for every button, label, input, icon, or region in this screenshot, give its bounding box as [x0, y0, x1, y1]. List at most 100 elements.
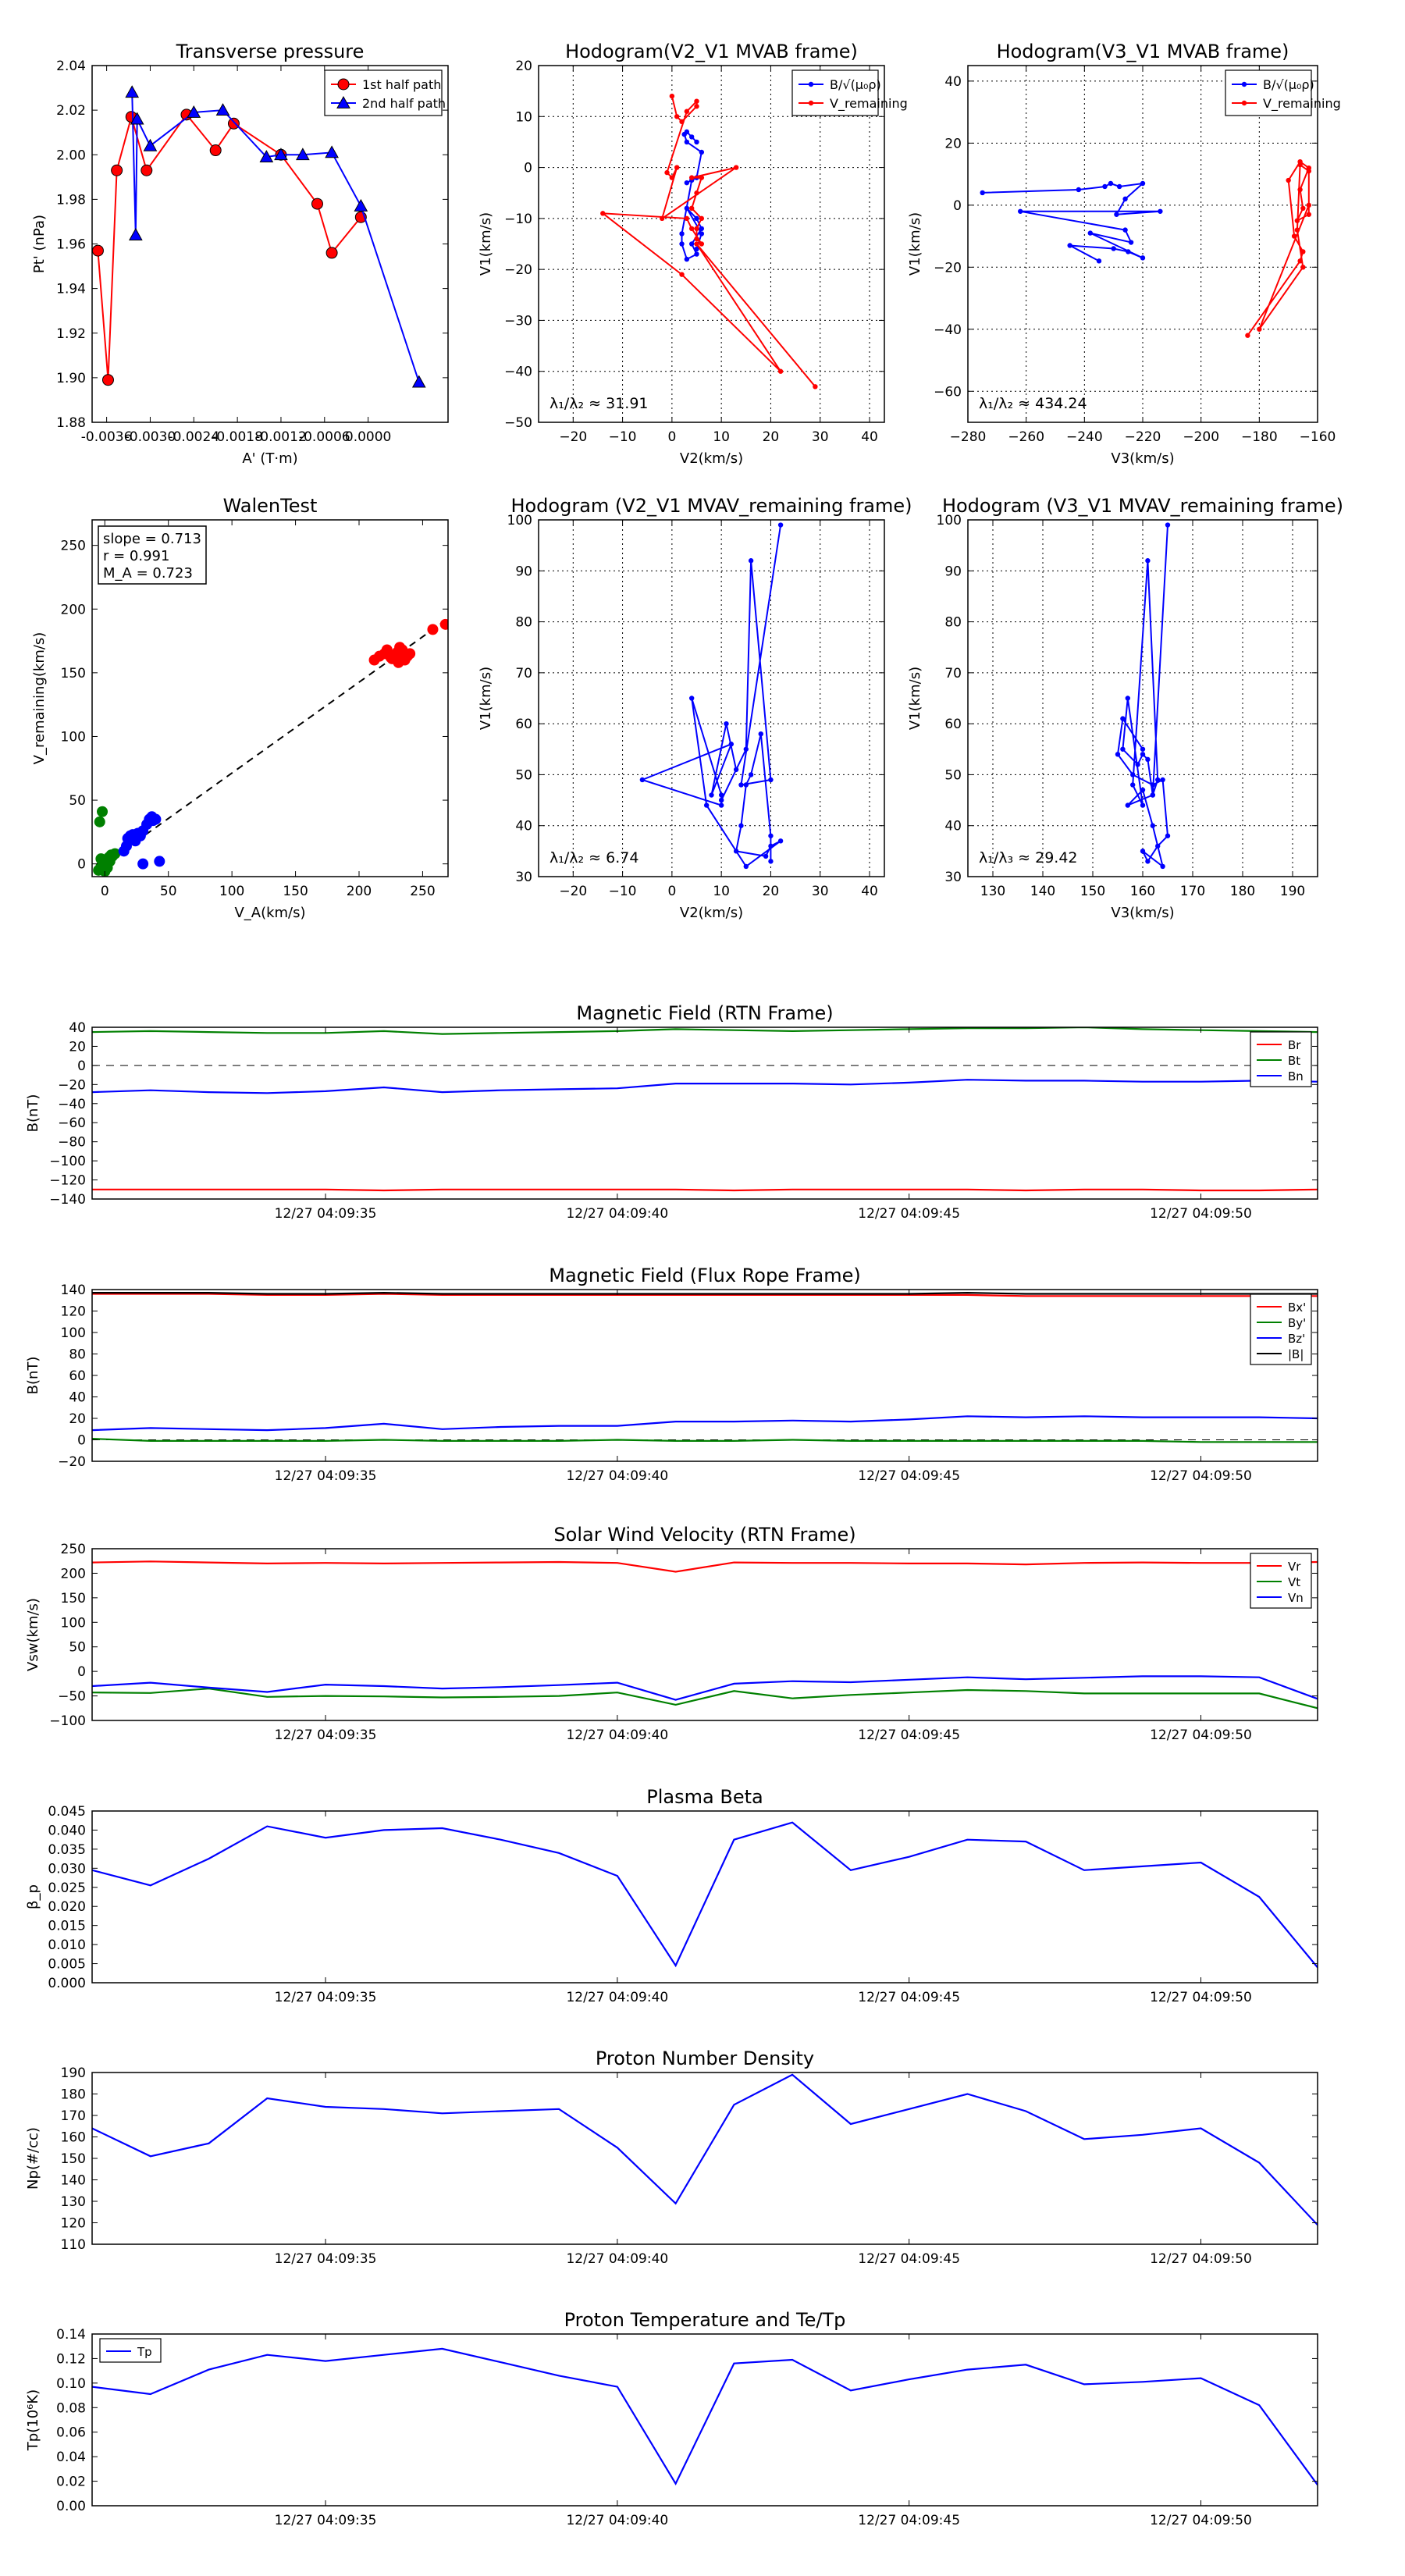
y-axis-label: B(nT)	[25, 1094, 41, 1133]
y-tick-label: 0	[77, 1664, 86, 1680]
data-point	[684, 256, 690, 262]
grid-lines	[967, 66, 1318, 422]
grid-lines	[968, 519, 1318, 877]
data-point	[674, 114, 680, 119]
y-tick-label: 0.06	[56, 2425, 86, 2441]
y-tick-label: 0.14	[56, 2327, 86, 2343]
ticks: 0 50 100 150 200 250 0 50 100 150 200 250	[61, 520, 448, 899]
y-axis-label: V1(km/s)	[478, 212, 494, 276]
x-axis-label: V3(km/s)	[1111, 450, 1174, 467]
data-point	[679, 241, 685, 247]
ticks: −20 −10 0 10 20 30 40 30 40 50 60 70 80 90 100	[507, 513, 884, 899]
chart-title: Transverse pressure	[176, 41, 365, 62]
data-point	[1155, 843, 1161, 849]
series-Tp	[92, 2347, 1318, 2486]
x-tick-label: −20	[559, 884, 587, 899]
y-tick-label: 0	[77, 1433, 86, 1449]
data-point	[1120, 716, 1126, 721]
x-tick-label: -0.0030	[125, 429, 176, 445]
data-point	[1297, 162, 1303, 168]
data-point	[1067, 243, 1072, 248]
series-blue	[118, 811, 165, 870]
legend-label: Bx'	[1288, 1300, 1306, 1315]
series-By'	[92, 1438, 1318, 1443]
data-point	[1306, 168, 1312, 174]
data-point	[1122, 196, 1128, 202]
panel-magnetic-field-rtn: 12/27 04:09:35 12/27 04:09:40 12/27 04:09:…	[25, 1002, 1318, 1222]
axes-frame	[91, 2072, 1318, 2245]
series-red	[368, 618, 448, 668]
legend: B/√(μ₀ρ) V_remaining	[1225, 69, 1341, 116]
data-point	[684, 109, 690, 114]
chart-title: Hodogram(V3_V1 MVAB frame)	[997, 41, 1289, 62]
data-point	[600, 211, 606, 216]
x-tick-label: 40	[861, 429, 878, 445]
y-tick-label: 80	[515, 615, 532, 631]
data-point	[427, 624, 439, 635]
y-tick-label: 0.04	[56, 2450, 86, 2465]
y-tick-label: 1.88	[56, 415, 86, 431]
data-area	[92, 1291, 1318, 1443]
y-tick-label: 1.98	[56, 192, 86, 208]
data-point	[1115, 752, 1121, 757]
y-tick-label: −20	[58, 1454, 86, 1470]
data-point	[763, 853, 769, 859]
y-tick-label: 50	[69, 1640, 86, 1656]
data-point	[758, 731, 763, 737]
data-point	[1114, 212, 1119, 217]
panel-hodogram-v3-v1-mvav: 130 140 150 160 170 180 190 30 40 50 60 70 80 90 100Ho…	[907, 495, 1343, 921]
y-tick-label: 30	[515, 870, 532, 885]
data-point	[1087, 230, 1094, 236]
y-axis-label: V1(km/s)	[478, 667, 494, 730]
y-tick-label: 70	[515, 666, 532, 681]
ticks: 12/27 04:09:35 12/27 04:09:40 12/27 04:09:…	[49, 1542, 1318, 1743]
data-point	[1297, 258, 1303, 264]
y-tick-label: 40	[944, 74, 962, 90]
y-tick-label: 40	[515, 819, 532, 834]
legend-label: Bn	[1288, 1069, 1304, 1083]
x-tick-label: 12/27 04:09:35	[275, 2251, 377, 2267]
data-point	[777, 522, 784, 528]
data-point	[733, 165, 739, 170]
y-tick-label: 250	[61, 539, 86, 554]
y-tick-label: 150	[61, 1591, 86, 1606]
y-tick-label: 110	[61, 2237, 86, 2253]
ticks: 12/27 04:09:35 12/27 04:09:40 12/27 04:09:…	[48, 1804, 1318, 2005]
series-line	[92, 2347, 1318, 2486]
panel-hodogram-v2-v1-mvab: −20 −10 0 10 20 30 40 −50 −40 −30 −20 −10 0 10 20 Hodog…	[478, 41, 908, 467]
ticks: 12/27 04:09:35 12/27 04:09:40 12/27 04:09:…	[49, 1020, 1318, 1222]
x-tick-label: 12/27 04:09:35	[275, 1727, 377, 1743]
x-tick-label: 12/27 04:09:50	[1150, 1990, 1252, 2005]
y-axis-label: B(nT)	[25, 1357, 41, 1395]
grid-lines	[539, 519, 884, 877]
series-line	[92, 1079, 1318, 1094]
chart-title: Hodogram (V3_V1 MVAV_remaining frame)	[942, 495, 1343, 517]
y-tick-label: 20	[944, 136, 962, 151]
data-point	[733, 767, 739, 773]
series-Vn	[92, 1675, 1318, 1701]
ratio-annotation: λ₁/λ₂ ≈ 31.91	[550, 395, 649, 412]
y-tick-label: 100	[61, 1325, 86, 1341]
data-point	[684, 215, 690, 222]
x-tick-label: 10	[713, 884, 730, 899]
x-tick-label: 130	[980, 884, 1005, 899]
series-line	[639, 525, 782, 868]
x-tick-label: 12/27 04:09:50	[1150, 2251, 1252, 2267]
data-point	[688, 696, 695, 701]
data-point	[148, 815, 159, 827]
data-point	[694, 236, 699, 242]
y-tick-label: 40	[69, 1390, 86, 1406]
y-tick-label: 60	[944, 717, 962, 732]
data-point	[768, 843, 774, 849]
ratio-annotation: λ₁/λ₂ ≈ 434.24	[979, 395, 1087, 412]
x-tick-label: 12/27 04:09:45	[858, 1990, 960, 2005]
data-point	[1135, 762, 1140, 767]
data-area	[92, 1821, 1318, 1969]
data-point	[777, 368, 784, 374]
legend: B/√(μ₀ρ) V_remaining	[791, 69, 908, 116]
stats-line: M_A = 0.723	[103, 565, 193, 582]
legend-label: Vt	[1288, 1575, 1300, 1589]
series-line	[92, 1438, 1318, 1443]
x-tick-label: −260	[1008, 429, 1044, 445]
